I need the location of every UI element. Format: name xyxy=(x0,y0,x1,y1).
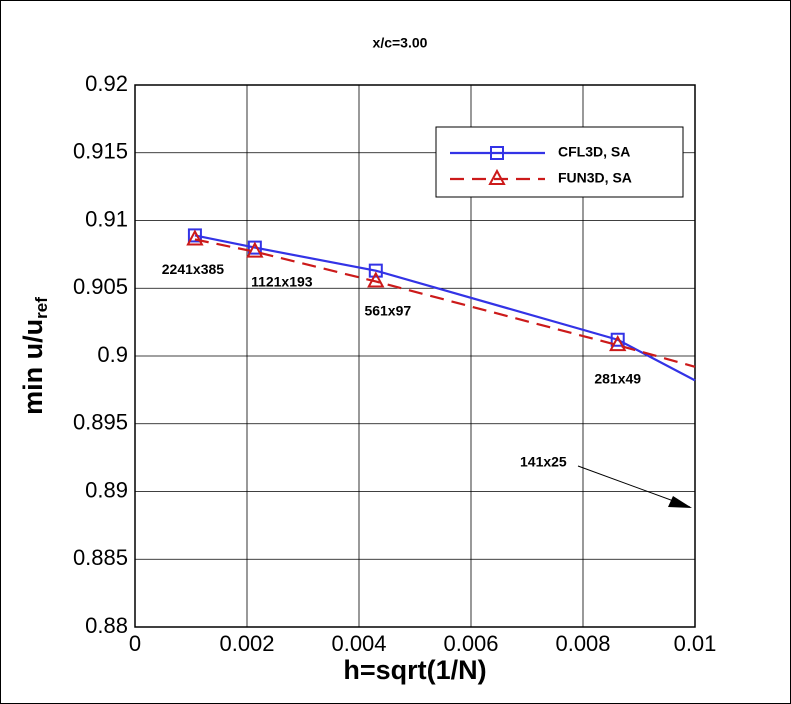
legend: CFL3D, SA FUN3D, SA xyxy=(435,126,684,198)
marker xyxy=(609,335,627,352)
annotation: 141x25 xyxy=(520,454,567,470)
y-axis-label-sub: ref xyxy=(32,297,51,319)
y-tick-label: 0.92 xyxy=(85,71,128,96)
point-label: 281x49 xyxy=(594,370,641,386)
x-tick-label: 0.01 xyxy=(674,631,717,656)
arrow-head xyxy=(668,496,692,508)
y-tick-label: 0.895 xyxy=(73,410,128,435)
series-line xyxy=(194,238,696,368)
x-axis-label: h=sqrt(1/N) xyxy=(343,655,486,685)
y-tick-label: 0.88 xyxy=(85,613,128,638)
y-axis-label-main: min u/u xyxy=(18,319,48,415)
marker xyxy=(367,271,385,288)
legend-marker xyxy=(488,168,506,185)
point-label: 2241x385 xyxy=(162,261,225,277)
marker xyxy=(186,229,204,246)
x-tick-label: 0.006 xyxy=(443,631,498,656)
y-axis-label: min u/uref xyxy=(18,297,51,415)
legend-label: CFL3D, SA xyxy=(558,144,630,160)
point-label: 561x97 xyxy=(364,302,411,318)
point-label: 1121x193 xyxy=(251,273,313,289)
marker xyxy=(610,332,625,347)
y-tick-label: 0.885 xyxy=(73,545,128,570)
legend-label: FUN3D, SA xyxy=(558,170,632,186)
x-tick-label: 0.002 xyxy=(219,631,274,656)
marker xyxy=(368,263,383,278)
y-tick-label: 0.9 xyxy=(97,342,128,367)
chart-title: x/c=3.00 xyxy=(373,35,428,51)
y-tick-label: 0.905 xyxy=(73,274,128,299)
legend-marker xyxy=(490,146,504,160)
y-tick-label: 0.915 xyxy=(73,139,128,164)
marker xyxy=(246,241,264,258)
legend-box xyxy=(435,126,684,198)
x-tick-label: 0.004 xyxy=(331,631,386,656)
plot-border xyxy=(134,84,696,628)
y-tick-label: 0.91 xyxy=(85,206,128,231)
x-tick-label: 0.008 xyxy=(555,631,610,656)
y-tick-label: 0.89 xyxy=(85,477,128,502)
x-tick-label: 0 xyxy=(129,631,141,656)
